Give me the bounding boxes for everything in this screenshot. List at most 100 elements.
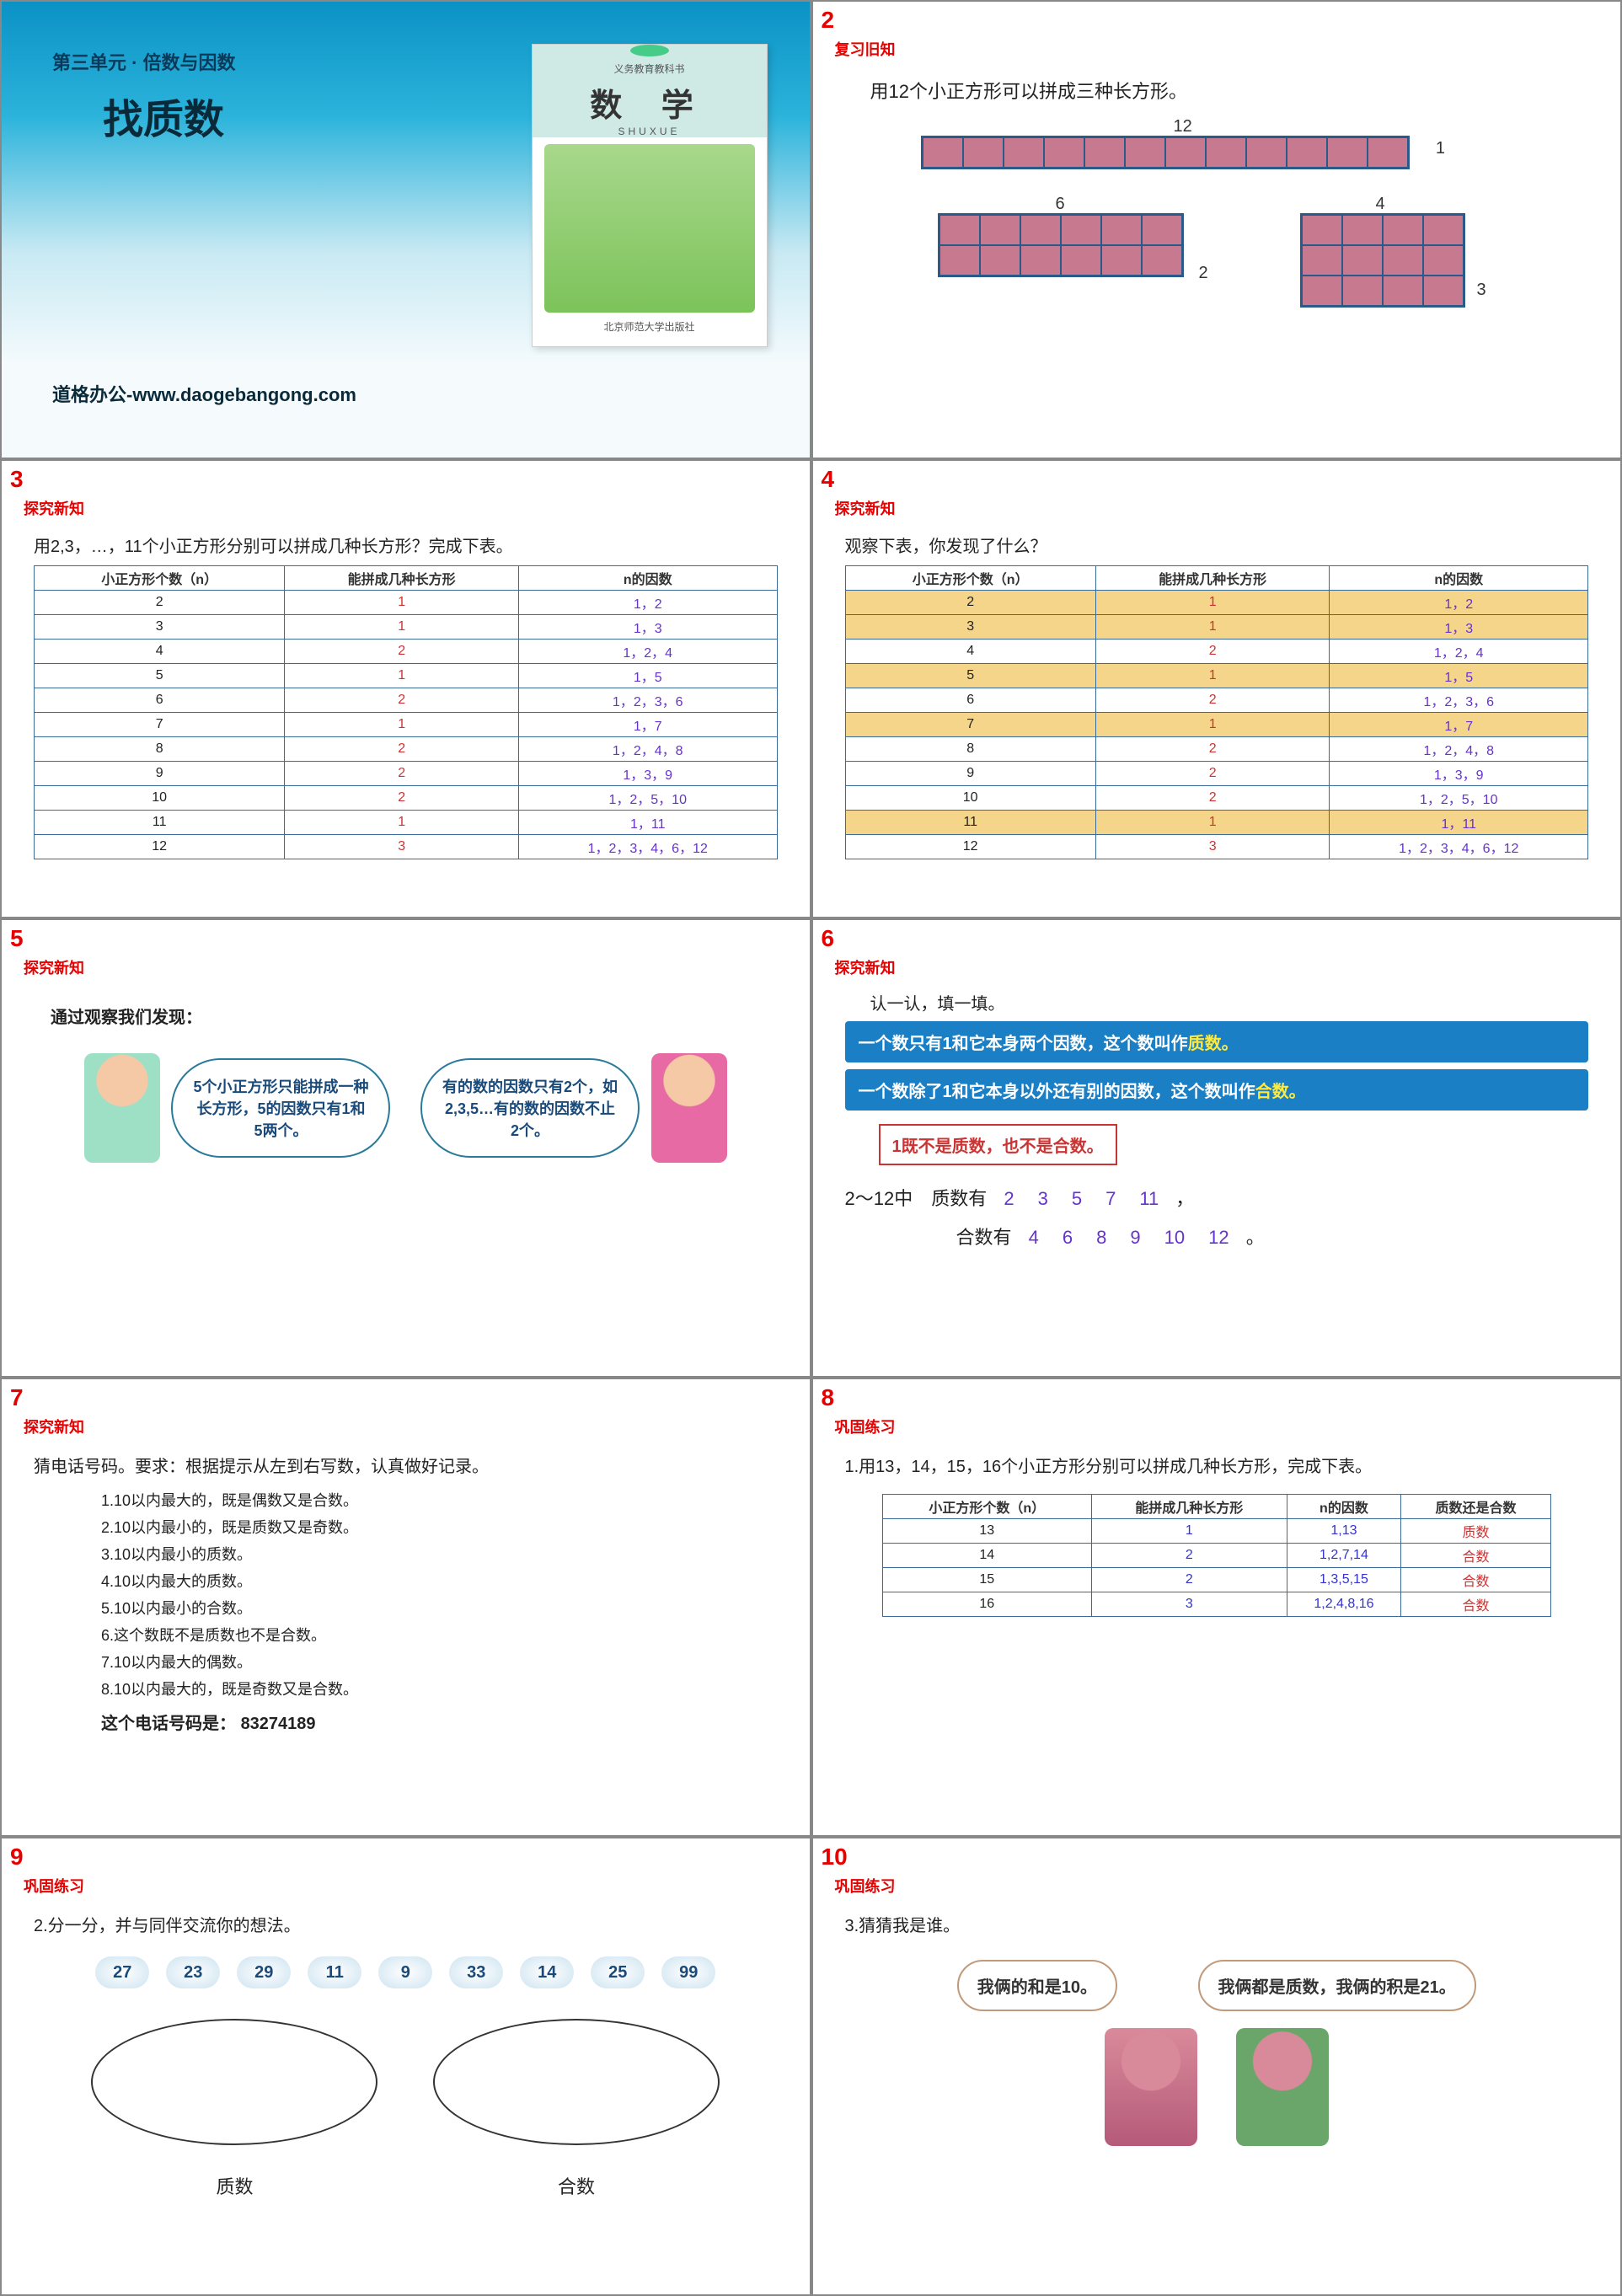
table-row: 211，2 — [845, 591, 1588, 615]
girl-illustration — [651, 1053, 727, 1163]
th-2: n的因数 — [1287, 1495, 1401, 1519]
number-chip: 11 — [308, 1956, 361, 1988]
prime-number: 5 — [1072, 1188, 1082, 1209]
slide-content: 用12个小正方形可以拼成三种长方形。 12 1 6 2 4 — [820, 60, 1614, 382]
prime-number: 2 — [1004, 1188, 1014, 1209]
character-left — [1105, 2028, 1197, 2146]
number-chip: 23 — [166, 1956, 220, 1988]
table-row: 1421,2,7,14合数 — [882, 1544, 1550, 1568]
table-row: 1111，11 — [845, 811, 1588, 835]
table-row: 711，7 — [35, 713, 778, 737]
slide-1: 1 第三单元 · 倍数与因数 找质数 义务教育教科书 数 学 SHUXUE 北京… — [0, 0, 811, 459]
table-row: 1521,3,5,15合数 — [882, 1568, 1550, 1592]
clouds-row: 我俩的和是10。 我俩都是质数，我俩的积是21。 — [845, 1951, 1589, 2020]
slide-content: 用2,3，…，11个小正方形分别可以拼成几种长方形？完成下表。 小正方形个数（n… — [8, 519, 803, 868]
intro-text: 2.分一分，并与同伴交流你的想法。 — [34, 1912, 778, 1936]
section-label: 探究新知 — [835, 497, 1614, 519]
thought-cloud-2: 我俩都是质数，我俩的积是21。 — [1198, 1960, 1476, 2011]
th-n: 小正方形个数（n） — [35, 566, 285, 591]
intro-text: 观察下表，你发现了什么？ — [845, 533, 1589, 557]
prime-number: 7 — [1105, 1188, 1116, 1209]
number-chip: 25 — [591, 1956, 645, 1988]
definition-prime: 一个数只有1和它本身两个因数，这个数叫作质数。 — [845, 1021, 1589, 1062]
table-row: 511，5 — [845, 664, 1588, 688]
oval-composite — [433, 2019, 720, 2145]
composite-number: 10 — [1164, 1227, 1185, 1248]
intro-text: 用2,3，…，11个小正方形分别可以拼成几种长方形？完成下表。 — [34, 533, 778, 557]
label-12: 12 — [1174, 117, 1192, 136]
table-row: 421，2，4 — [35, 640, 778, 664]
composite-number: 6 — [1063, 1227, 1073, 1248]
slide-content: 观察下表，你发现了什么？ 小正方形个数（n） 能拼成几种长方形 n的因数 211… — [820, 519, 1614, 868]
slide-content: 认一认，填一填。 一个数只有1和它本身两个因数，这个数叫作质数。 一个数除了1和… — [820, 978, 1614, 1258]
oval-composite-label: 合数 — [408, 2172, 745, 2199]
section-label: 探究新知 — [24, 956, 803, 978]
section-label: 巩固练习 — [24, 1875, 803, 1897]
primes-line: 2～12中 质数有 235711 ， — [845, 1184, 1589, 1211]
label-3: 3 — [1477, 281, 1486, 300]
hint-line: 6.这个数既不是质数也不是合数。 — [101, 1624, 778, 1646]
slide-content: 猜电话号码。要求：根据提示从左到右写数，认真做好记录。 1.10以内最大的，既是… — [8, 1437, 803, 1742]
section-label: 巩固练习 — [835, 1875, 1614, 1897]
definition-composite: 一个数除了1和它本身以外还有别的因数，这个数叫作合数。 — [845, 1069, 1589, 1111]
rect-3x4 — [1300, 213, 1465, 308]
number-chip: 9 — [378, 1956, 432, 1988]
def-prime-key: 质数。 — [1188, 1035, 1239, 1053]
ovals-row: 质数 合数 — [34, 2002, 778, 2199]
intro-text: 3.猜猜我是谁。 — [845, 1912, 1589, 1936]
section-label: 探究新知 — [24, 1416, 803, 1437]
book-illustration — [544, 144, 755, 313]
book-title: 数 学 — [590, 79, 709, 126]
th-kinds: 能拼成几种长方形 — [1095, 566, 1330, 591]
slide-content: 3.猜猜我是谁。 我俩的和是10。 我俩都是质数，我俩的积是21。 — [820, 1897, 1614, 2154]
label-4: 4 — [1376, 195, 1385, 214]
composite-number: 12 — [1208, 1227, 1229, 1248]
book-subtitle: SHUXUE — [618, 126, 680, 137]
th-0: 小正方形个数（n） — [882, 1495, 1091, 1519]
th-factors: n的因数 — [518, 566, 777, 591]
def-comp-text: 一个数除了1和它本身以外还有别的因数，这个数叫作 — [859, 1083, 1255, 1101]
table-header-row: 小正方形个数（n） 能拼成几种长方形 n的因数 — [845, 566, 1588, 591]
factors-table: 小正方形个数（n） 能拼成几种长方形 n的因数 211，2311，3421，2，… — [34, 565, 778, 859]
hint-line: 7.10以内最大的偶数。 — [101, 1651, 778, 1672]
composite-number: 9 — [1130, 1227, 1140, 1248]
composites-label: 合数有 — [956, 1227, 1012, 1248]
slide-number: 4 — [822, 466, 835, 493]
speech-bubble-1: 5个小正方形只能拼成一种长方形，5的因数只有1和5两个。 — [171, 1058, 390, 1158]
slide-9: 9 巩固练习 2.分一分，并与同伴交流你的想法。 272329119331425… — [0, 1837, 811, 2296]
table-row: 511，5 — [35, 664, 778, 688]
def-comp-key: 合数。 — [1255, 1083, 1306, 1101]
table-row: 1111，11 — [35, 811, 778, 835]
table-row: 421，2，4 — [845, 640, 1588, 664]
table-row: 211，2 — [35, 591, 778, 615]
unit-label: 第三单元 · 倍数与因数 — [52, 48, 236, 75]
table-header-row: 小正方形个数（n） 能拼成几种长方形 n的因数 — [35, 566, 778, 591]
slide-content: 1.用13，14，15，16个小正方形分别可以拼成几种长方形，完成下表。 小正方… — [820, 1437, 1614, 1625]
slide-number: 8 — [822, 1384, 835, 1411]
th-n: 小正方形个数（n） — [845, 566, 1095, 591]
slide-title: 找质数 — [103, 86, 224, 145]
label-2: 2 — [1199, 264, 1208, 283]
slide-number: 10 — [822, 1844, 848, 1871]
th-factors: n的因数 — [1330, 566, 1588, 591]
table-row: 821，2，4，8 — [845, 737, 1588, 762]
boy-illustration — [84, 1053, 160, 1163]
book-publisher: 北京师范大学出版社 — [533, 319, 767, 334]
lead-text: 猜电话号码。要求：根据提示从左到右写数，认真做好记录。 — [34, 1453, 778, 1477]
speech-bubble-2: 有的数的因数只有2个，如2,3,5…有的数的因数不止2个。 — [420, 1058, 640, 1158]
table-row: 1231，2，3，4，6，12 — [845, 835, 1588, 859]
composite-number: 4 — [1029, 1227, 1039, 1248]
hint-line: 5.10以内最小的合数。 — [101, 1597, 778, 1619]
table-header-row: 小正方形个数（n） 能拼成几种长方形 n的因数 质数还是合数 — [882, 1495, 1550, 1519]
lead-text: 通过观察我们发现： — [51, 1003, 778, 1028]
slide-number: 7 — [10, 1384, 24, 1411]
character-right — [1236, 2028, 1329, 2146]
book-header: 义务教育教科书 数 学 SHUXUE — [533, 45, 767, 137]
answer-value: 83274189 — [241, 1715, 316, 1733]
rect-2x6 — [938, 213, 1184, 277]
section-label: 复习旧知 — [835, 38, 1614, 60]
table-row: 1231，2，3，4，6，12 — [35, 835, 778, 859]
number-chip: 29 — [237, 1956, 291, 1988]
number-chip: 33 — [449, 1956, 503, 1988]
slide-10: 10 巩固练习 3.猜猜我是谁。 我俩的和是10。 我俩都是质数，我俩的积是21… — [811, 1837, 1622, 2296]
